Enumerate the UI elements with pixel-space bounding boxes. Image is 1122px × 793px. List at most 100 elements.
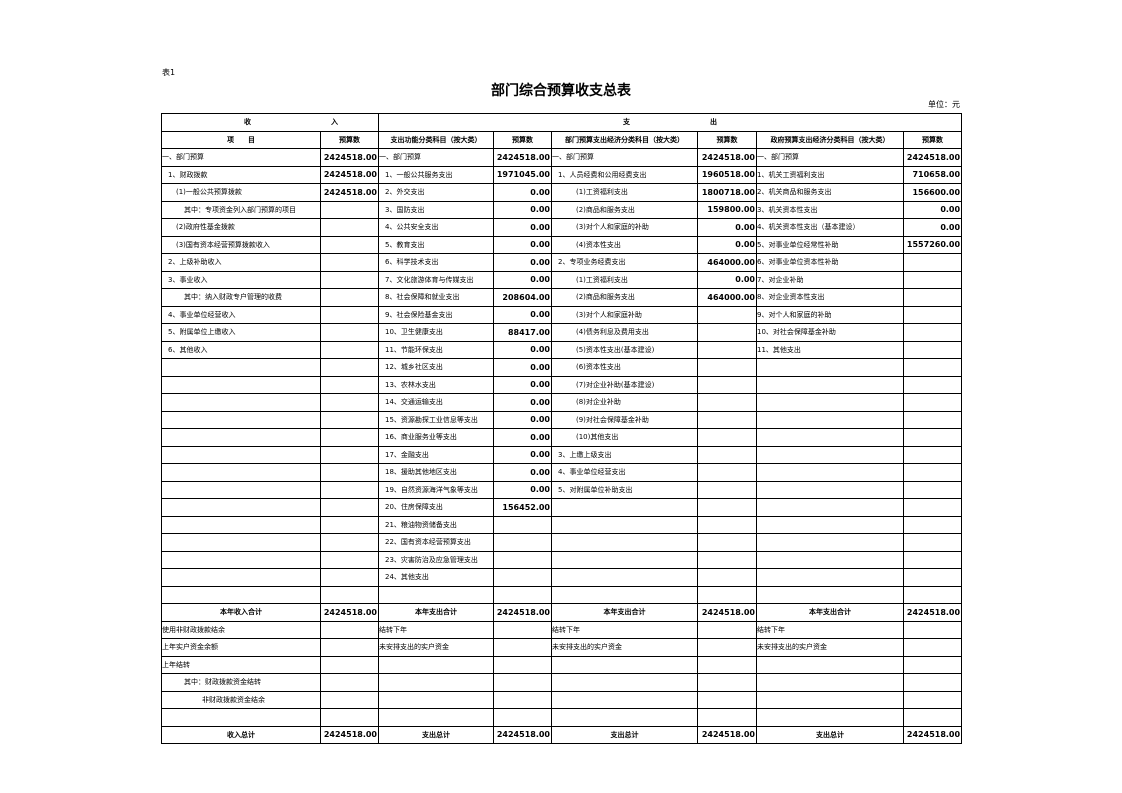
amount-cell xyxy=(320,568,379,587)
column-header: 支出功能分类科目（按大类） xyxy=(378,130,494,149)
item-cell xyxy=(551,585,698,604)
amount-cell: 0.00 xyxy=(493,393,552,412)
amount-cell: 2424518.00 xyxy=(902,603,963,622)
amount-cell: 2424518.00 xyxy=(320,725,379,744)
item-cell: 11、节能环保支出 xyxy=(378,340,494,359)
amount-cell xyxy=(697,463,757,482)
table-row: 2、上级补助收入 6、科学技术支出 0.00 2、专项业务经费支出 464000.00 6… xyxy=(161,253,963,272)
item-cell: (3)对个人和家庭的补助 xyxy=(551,218,698,237)
item-cell xyxy=(161,568,321,587)
item-cell: 收入总计 xyxy=(161,725,321,744)
item-cell: (10)其他支出 xyxy=(551,428,698,447)
item-cell: 2、机关商品和服务支出 xyxy=(756,183,904,202)
amount-cell xyxy=(902,498,963,517)
amount-cell xyxy=(320,690,379,709)
item-cell: 6、其他收入 xyxy=(161,340,321,359)
item-cell: 未安排支出的实户资金 xyxy=(378,638,494,657)
amount-cell: 0.00 xyxy=(493,183,552,202)
item-cell xyxy=(756,463,904,482)
item-cell: 4、公共安全支出 xyxy=(378,218,494,237)
table-row: (2)政府性基金拨款 4、公共安全支出 0.00 (3)对个人和家庭的补助 0.00 4、… xyxy=(161,218,963,237)
item-cell xyxy=(161,708,321,727)
item-cell: 19、自然资源海洋气象等支出 xyxy=(378,480,494,499)
amount-cell xyxy=(697,445,757,464)
item-cell: 3、上缴上级支出 xyxy=(551,445,698,464)
item-cell: 1、一般公共服务支出 xyxy=(378,165,494,184)
item-cell: 9、社会保险基金支出 xyxy=(378,305,494,324)
amount-cell: 0.00 xyxy=(493,375,552,394)
item-cell: 4、机关资本性支出（基本建设） xyxy=(756,218,904,237)
item-cell: 3、机关资本性支出 xyxy=(756,200,904,219)
amount-cell xyxy=(697,305,757,324)
amount-cell xyxy=(902,673,963,692)
amount-cell xyxy=(320,218,379,237)
amount-cell xyxy=(902,568,963,587)
item-cell xyxy=(551,515,698,534)
amount-cell xyxy=(697,393,757,412)
column-header: 部门预算支出经济分类科目（按大类） xyxy=(551,130,698,149)
item-cell: 4、事业单位经营收入 xyxy=(161,305,321,324)
amount-cell: 1557260.00 xyxy=(902,235,963,254)
amount-cell xyxy=(697,708,757,727)
item-cell xyxy=(161,498,321,517)
amount-cell: 710658.00 xyxy=(902,165,963,184)
item-cell: 5、对事业单位经常性补助 xyxy=(756,235,904,254)
amount-cell xyxy=(320,708,379,727)
item-cell xyxy=(551,708,698,727)
amount-cell xyxy=(320,515,379,534)
item-cell xyxy=(756,533,904,552)
table-row: 上年结转 xyxy=(161,655,963,674)
amount-cell: 0.00 xyxy=(493,270,552,289)
amount-cell: 0.00 xyxy=(697,235,757,254)
amount-cell: 2424518.00 xyxy=(493,603,552,622)
amount-cell xyxy=(902,638,963,657)
table-row: 17、金融支出 0.00 3、上缴上级支出 xyxy=(161,445,963,464)
item-cell: 使用非财政拨款结余 xyxy=(161,620,321,639)
item-cell: 8、对企业资本性支出 xyxy=(756,288,904,307)
item-cell: (3)国有资本经营预算拨款收入 xyxy=(161,235,321,254)
amount-cell: 0.00 xyxy=(493,410,552,429)
item-cell: 其中：纳入财政专户管理的收费 xyxy=(161,288,321,307)
item-cell: 一、部门预算 xyxy=(756,148,904,167)
item-cell: 6、对事业单位资本性补助 xyxy=(756,253,904,272)
item-cell xyxy=(756,410,904,429)
item-cell xyxy=(756,515,904,534)
amount-cell: 0.00 xyxy=(493,305,552,324)
amount-cell: 159800.00 xyxy=(697,200,757,219)
item-cell xyxy=(551,550,698,569)
amount-cell xyxy=(697,673,757,692)
item-cell: 9、对个人和家庭的补助 xyxy=(756,305,904,324)
table-row: 5、附属单位上缴收入 10、卫生健康支出 88417.00 (4)债务利息及费用支出 1… xyxy=(161,323,963,342)
item-cell: 24、其他支出 xyxy=(378,568,494,587)
item-cell xyxy=(161,445,321,464)
item-cell xyxy=(378,690,494,709)
amount-cell: 0.00 xyxy=(493,480,552,499)
item-cell: 非财政拨款资金结余 xyxy=(161,690,321,709)
item-cell: 7、对企业补助 xyxy=(756,270,904,289)
table-row: 18、援助其他地区支出 0.00 4、事业单位经营支出 xyxy=(161,463,963,482)
amount-cell xyxy=(697,498,757,517)
amount-cell xyxy=(902,270,963,289)
amount-cell xyxy=(320,463,379,482)
item-cell: 上年实户资金余额 xyxy=(161,638,321,657)
item-cell xyxy=(161,375,321,394)
amount-cell xyxy=(902,253,963,272)
item-cell xyxy=(756,568,904,587)
item-cell: (1)工资福利支出 xyxy=(551,270,698,289)
item-cell: 1、机关工资福利支出 xyxy=(756,165,904,184)
amount-cell xyxy=(493,673,552,692)
amount-cell xyxy=(902,393,963,412)
item-cell: 12、城乡社区支出 xyxy=(378,358,494,377)
table-row: 6、其他收入 11、节能环保支出 0.00 (5)资本性支出(基本建设) 11、其他支出 xyxy=(161,340,963,359)
table-row: 14、交通运输支出 0.00 (8)对企业补助 xyxy=(161,393,963,412)
amount-cell xyxy=(697,690,757,709)
group-header-row: 收入支出 xyxy=(161,113,963,132)
item-cell xyxy=(756,708,904,727)
amount-cell xyxy=(320,638,379,657)
amount-cell: 464000.00 xyxy=(697,253,757,272)
table-row: (1)一般公共预算拨款 2424518.00 2、外交支出 0.00 (1)工资福利支出… xyxy=(161,183,963,202)
amount-cell xyxy=(902,655,963,674)
column-header: 政府预算支出经济分类科目（按大类） xyxy=(756,130,904,149)
table-row: 其中：专项资金列入部门预算的项目 3、国防支出 0.00 (2)商品和服务支出 1598… xyxy=(161,200,963,219)
item-cell: (3)对个人和家庭补助 xyxy=(551,305,698,324)
